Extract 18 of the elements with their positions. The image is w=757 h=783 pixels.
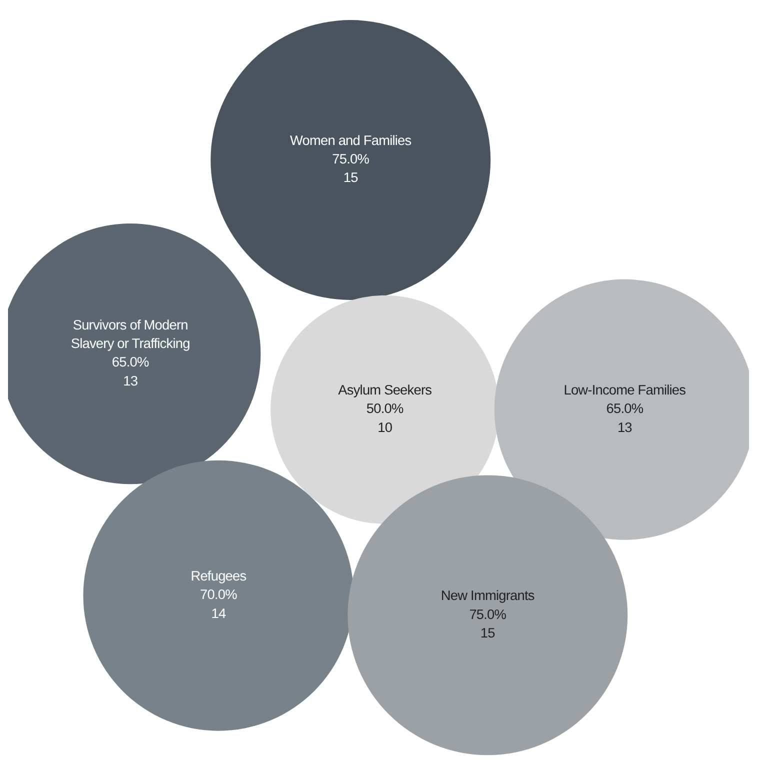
- data-label: 15: [480, 625, 496, 640]
- data-label: 13: [617, 420, 633, 435]
- category-label: Women and Families: [290, 133, 412, 148]
- data-label: 65.0%: [112, 354, 149, 370]
- category-label: Asylum Seekers: [338, 382, 432, 398]
- category-label: Refugees: [190, 568, 247, 584]
- data-label: 65.0%: [606, 401, 644, 416]
- data-label: 70.0%: [200, 587, 238, 602]
- category-label: Low-Income Families: [564, 382, 686, 398]
- data-label: 75.0%: [332, 152, 370, 167]
- data-label: 14: [211, 606, 226, 621]
- data-label: 13: [123, 373, 138, 388]
- data-label: 50.0%: [366, 401, 404, 416]
- category-label: Survivors of Modern Slavery or Trafficking: [70, 318, 190, 352]
- data-label: 15: [343, 170, 359, 186]
- category-label: New Immigrants: [440, 588, 535, 604]
- data-label: 10: [378, 420, 393, 435]
- data-label: 75.0%: [469, 606, 506, 622]
